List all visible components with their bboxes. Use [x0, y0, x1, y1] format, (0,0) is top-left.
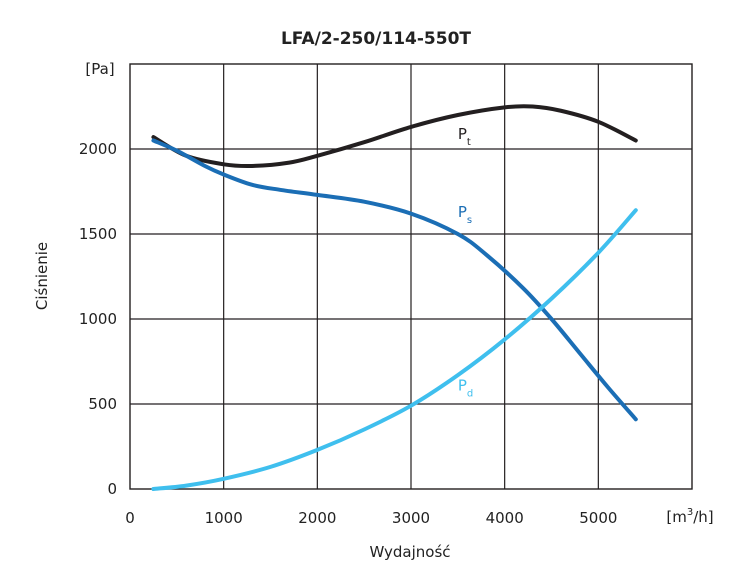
y-axis-title: Ciśnienie [33, 242, 51, 310]
series-label-ps: Ps [458, 203, 472, 226]
x-axis-unit-sup: 3 [687, 507, 693, 518]
x-axis-unit-start: [m [666, 508, 686, 526]
y-tick-label: 0 [107, 480, 117, 498]
series-line-ps [151, 138, 638, 422]
chart-title: LFA/2-250/114-550T [281, 29, 471, 49]
x-axis-unit-end: /h] [693, 508, 713, 526]
y-tick-label: 500 [88, 395, 117, 413]
tick-labels: 0 1000 2000 3000 4000 5000 0 500 1000 1500 2000 [79, 140, 618, 527]
curve-labels: Pt Ps Pd [458, 125, 473, 400]
series-label-pd: Pd [458, 376, 473, 399]
y-axis-unit: [Pa] [85, 60, 114, 78]
series-line-pd [151, 208, 638, 491]
x-tick-label: 3000 [392, 509, 430, 527]
curves [151, 104, 638, 491]
x-tick-label: 1000 [205, 509, 243, 527]
grid [129, 63, 693, 490]
x-axis-unit: [m3/h] [666, 507, 713, 526]
x-tick-label: 0 [125, 509, 135, 527]
x-tick-label: 2000 [298, 509, 336, 527]
x-tick-label: 4000 [486, 509, 524, 527]
series-label-pt: Pt [458, 125, 471, 148]
y-tick-label: 1000 [79, 310, 117, 328]
x-tick-label: 5000 [579, 509, 617, 527]
y-tick-label: 2000 [79, 140, 117, 158]
series-line-pt [151, 104, 638, 169]
x-axis-title: Wydajność [369, 543, 450, 561]
y-tick-label: 1500 [79, 225, 117, 243]
